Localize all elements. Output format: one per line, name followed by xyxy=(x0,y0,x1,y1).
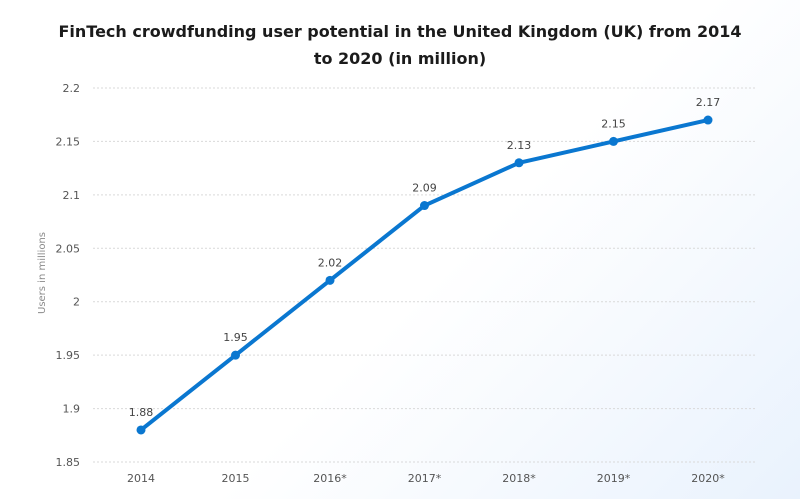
chart-title: FinTech crowdfunding user potential in t… xyxy=(0,18,800,72)
x-tick-label: 2014 xyxy=(127,472,155,485)
data-label: 1.95 xyxy=(223,331,248,344)
x-tick-label: 2015 xyxy=(222,472,250,485)
data-label: 2.15 xyxy=(601,117,626,130)
y-tick-label: 2.2 xyxy=(63,82,81,95)
data-label: 2.09 xyxy=(412,182,437,195)
y-tick-label: 1.9 xyxy=(63,403,81,416)
chart-title-line-2: to 2020 (in million) xyxy=(313,49,487,68)
y-tick-label: 2.1 xyxy=(63,189,81,202)
x-tick-label: 2017* xyxy=(408,472,442,485)
x-tick-label: 2019* xyxy=(597,472,631,485)
data-point xyxy=(609,136,618,146)
x-tick-label: 2016* xyxy=(313,472,347,485)
series-line xyxy=(139,118,710,432)
y-tick-label: 1.95 xyxy=(56,349,81,362)
data-label: 1.88 xyxy=(129,406,154,419)
y-tick-label: 2.05 xyxy=(56,242,81,255)
y-tick-label: 2.15 xyxy=(56,135,81,148)
y-tick-label: 1.85 xyxy=(56,456,81,469)
x-tick-label: 2020* xyxy=(691,472,725,485)
data-label: 2.17 xyxy=(696,96,721,109)
data-point xyxy=(325,275,335,285)
data-label: 2.13 xyxy=(507,139,532,152)
chart-title-line-1: FinTech crowdfunding user potential in t… xyxy=(58,22,742,41)
data-point xyxy=(703,115,713,125)
data-label: 2.02 xyxy=(318,256,343,269)
data-point xyxy=(420,201,429,211)
x-tick-label: 2018* xyxy=(502,472,536,485)
y-axis-title: Users in millions xyxy=(37,232,48,314)
y-tick-label: 2 xyxy=(73,296,80,309)
data-point xyxy=(514,158,524,168)
data-point xyxy=(136,425,146,435)
data-point xyxy=(231,350,240,360)
